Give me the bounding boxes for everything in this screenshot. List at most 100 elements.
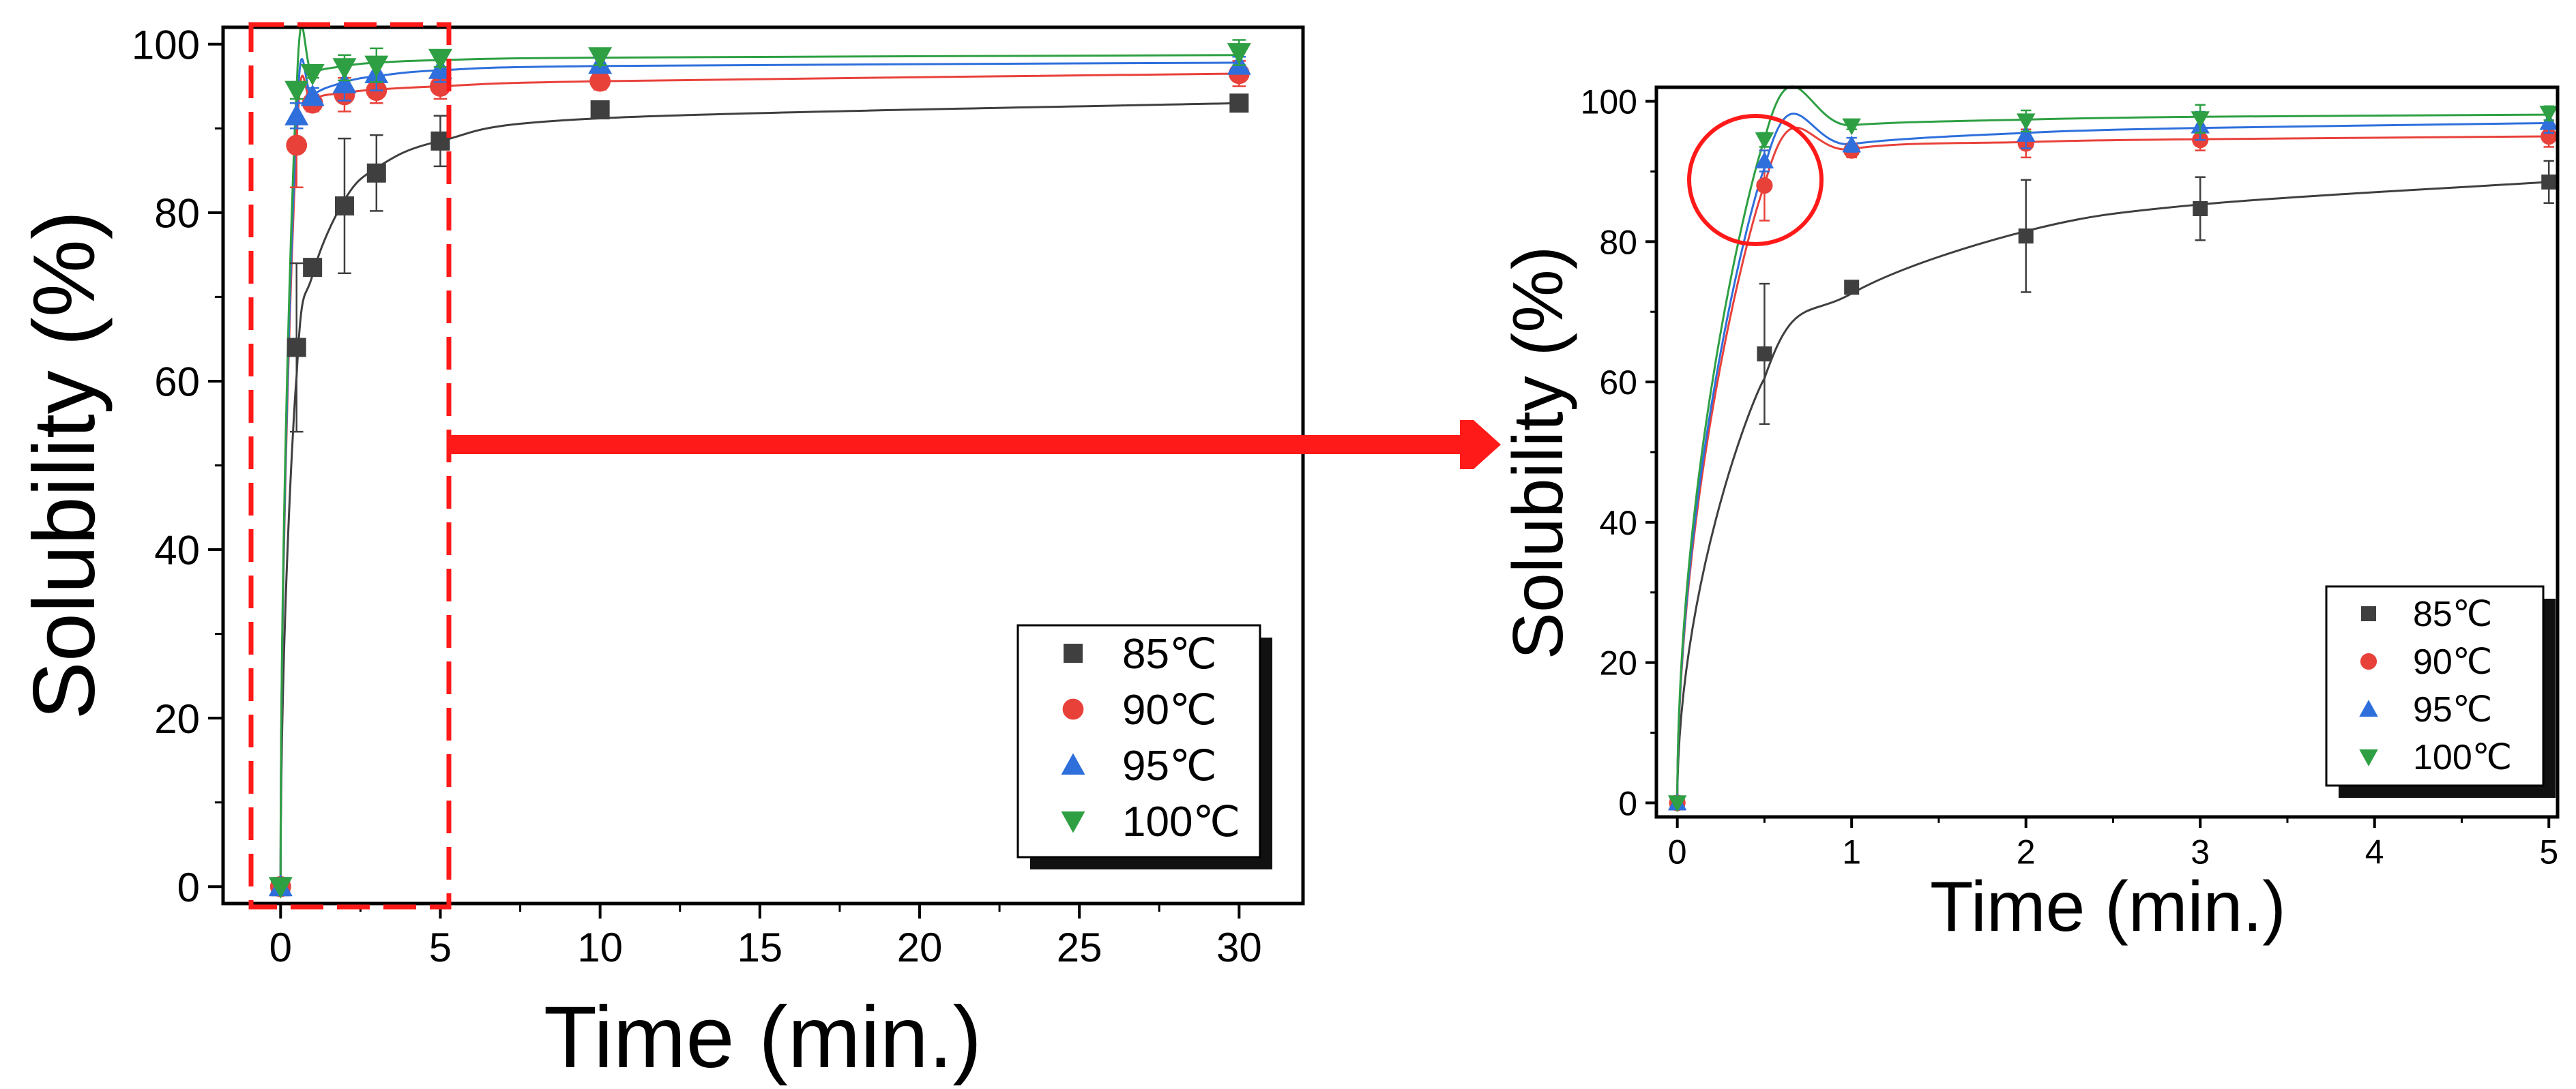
legend-label-100: 100℃ xyxy=(1122,799,1240,846)
y-tick-label: 100 xyxy=(1581,83,1637,121)
x-tick-label: 4 xyxy=(2365,833,2384,871)
fit-curve-85 xyxy=(1676,181,2549,803)
legend-box xyxy=(1016,624,1261,859)
y-tick-label: 60 xyxy=(1599,363,1637,402)
data-point-100 xyxy=(1227,43,1251,65)
axis-ticks: 0 1 2 3 4 5 0 20 40 60 80 100 xyxy=(1581,83,2559,871)
legend-marker-100 xyxy=(2359,749,2378,766)
y-tick-label: 80 xyxy=(1599,223,1637,261)
x-tick-label: 5 xyxy=(2539,833,2558,871)
data-point-85 xyxy=(1844,280,1860,295)
legend-label-95: 95℃ xyxy=(2413,690,2492,730)
data-point-100 xyxy=(588,47,613,69)
legend-label-90: 90℃ xyxy=(1122,687,1217,734)
x-tick-label: 25 xyxy=(1057,925,1102,970)
y-tick-label: 40 xyxy=(1599,504,1637,542)
data-point-100 xyxy=(2539,106,2558,123)
x-tick-label: 0 xyxy=(269,925,292,970)
x-tick-label: 2 xyxy=(2017,833,2036,871)
data-point-95 xyxy=(300,84,325,106)
data-point-100 xyxy=(284,80,309,103)
fit-curve-100 xyxy=(1676,85,2549,803)
data-point-90 xyxy=(589,70,611,92)
legend: 85℃ 90℃ 95℃ 100℃ xyxy=(2325,585,2556,798)
legend-label-85: 85℃ xyxy=(1122,631,1217,678)
y-tick-label: 80 xyxy=(154,190,200,236)
data-point-100 xyxy=(300,63,325,86)
data-point-85 xyxy=(1757,346,1772,361)
arrow-shaft xyxy=(450,435,1462,454)
y-axis-label: Solubility (%) xyxy=(1499,246,1578,660)
x-tick-label: 5 xyxy=(429,925,452,970)
x-tick-label: 3 xyxy=(2191,833,2210,871)
x-tick-label: 15 xyxy=(737,925,782,970)
x-tick-label: 1 xyxy=(1842,833,1861,871)
data-point-95 xyxy=(1755,151,1774,169)
fit-curve-85 xyxy=(279,102,1240,887)
data-point-100 xyxy=(1667,795,1687,813)
plot-area xyxy=(1667,85,2558,813)
arrow-head xyxy=(1460,420,1501,469)
y-axis-label: Solubility (%) xyxy=(16,211,113,720)
data-point-100 xyxy=(268,877,293,899)
x-tick-label: 10 xyxy=(577,925,623,970)
legend-marker-90 xyxy=(1062,698,1084,720)
data-point-100 xyxy=(428,48,452,71)
data-point-100 xyxy=(332,58,357,80)
x-tick-label: 30 xyxy=(1216,925,1262,970)
legend-label-95: 95℃ xyxy=(1122,743,1217,790)
data-point-90 xyxy=(1756,177,1773,194)
data-point-100 xyxy=(364,55,389,78)
data-point-85 xyxy=(2193,200,2208,216)
data-point-95 xyxy=(332,72,357,93)
legend-marker-100 xyxy=(1061,811,1085,833)
x-tick-label: 20 xyxy=(897,925,943,970)
y-tick-label: 0 xyxy=(177,865,200,910)
x-axis-label: Time (min.) xyxy=(544,989,982,1086)
data-point-100 xyxy=(1755,132,1774,149)
highlight-circle xyxy=(1687,114,1824,246)
legend-marker-85 xyxy=(2361,606,2376,621)
data-point-95 xyxy=(1842,135,1861,153)
plot-area xyxy=(268,25,1251,899)
data-point-95 xyxy=(2016,125,2036,142)
x-axis-label: Time (min.) xyxy=(1930,867,2286,946)
data-point-85 xyxy=(2018,228,2034,244)
data-point-100 xyxy=(2016,113,2036,131)
y-tick-label: 20 xyxy=(1599,644,1637,683)
data-point-90 xyxy=(286,134,308,156)
y-tick-label: 20 xyxy=(154,696,200,742)
legend-label-100: 100℃ xyxy=(2413,738,2512,777)
fit-curve-95 xyxy=(1676,113,2549,803)
data-point-90 xyxy=(430,76,451,97)
data-point-85 xyxy=(590,100,610,120)
axis-ticks: 0 5 10 15 20 25 30 0 20 40 60 80 100 xyxy=(132,22,1262,970)
data-point-85 xyxy=(303,258,323,278)
data-point-85 xyxy=(366,163,386,183)
data-point-85 xyxy=(334,196,354,215)
legend-marker-90 xyxy=(2360,653,2377,670)
zoomed-chart: 0 1 2 3 4 5 0 20 40 60 80 100 Time (min.) Solubilit… xyxy=(1499,83,2560,946)
full-range-chart: 0 5 10 15 20 25 30 0 20 40 60 80 100 Time (min.) Sol… xyxy=(16,22,1305,1086)
zoom-region-box xyxy=(248,22,452,910)
data-point-85 xyxy=(287,338,306,357)
legend-label-90: 90℃ xyxy=(2413,642,2492,682)
y-tick-label: 100 xyxy=(132,22,200,68)
data-point-95 xyxy=(284,104,309,125)
data-point-85 xyxy=(1229,93,1249,113)
legend: 85℃ 90℃ 95℃ 100℃ xyxy=(1016,624,1272,869)
legend-marker-85 xyxy=(1064,644,1083,663)
data-point-85 xyxy=(2541,174,2557,190)
x-tick-label: 0 xyxy=(1668,833,1687,871)
fit-curve-90 xyxy=(1676,126,2549,803)
legend-marker-95 xyxy=(1061,753,1085,775)
legend-label-85: 85℃ xyxy=(2413,595,2492,634)
data-point-100 xyxy=(1842,118,1861,136)
y-tick-label: 40 xyxy=(154,528,200,573)
data-point-100 xyxy=(2191,111,2210,129)
y-tick-label: 60 xyxy=(154,359,200,405)
zoom-arrow xyxy=(450,420,1501,469)
y-tick-label: 0 xyxy=(1618,784,1637,822)
legend-marker-95 xyxy=(2359,700,2378,717)
